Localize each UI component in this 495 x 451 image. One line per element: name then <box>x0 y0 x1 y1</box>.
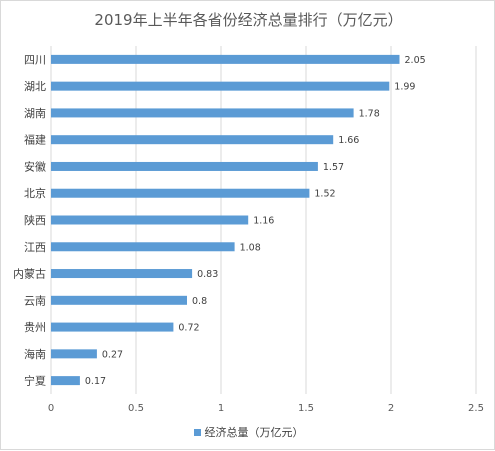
data-label: 0.17 <box>85 376 106 387</box>
category-label: 贵州 <box>24 321 46 334</box>
data-label: 1.57 <box>323 162 344 173</box>
data-label: 1.99 <box>394 82 415 93</box>
bar <box>51 135 334 145</box>
data-label: 2.05 <box>405 55 426 66</box>
chart-title: 2019年上半年各省份经济总量排行（万亿元） <box>94 11 403 29</box>
category-label: 福建 <box>24 133 46 147</box>
category-label: 北京 <box>24 186 46 200</box>
bar <box>51 322 174 332</box>
x-tick-label: 2.5 <box>468 403 484 414</box>
category-label: 湖南 <box>24 107 46 120</box>
data-label: 0.8 <box>192 296 207 307</box>
x-tick-label: 0.5 <box>128 403 144 414</box>
category-label: 四川 <box>24 53 46 66</box>
category-label: 江西 <box>24 241 46 254</box>
bar <box>51 188 310 198</box>
legend-swatch <box>193 429 201 436</box>
legend-label: 经济总量（万亿元） <box>204 426 304 439</box>
bar <box>51 54 400 64</box>
category-label: 陕西 <box>24 213 46 227</box>
data-label: 1.08 <box>240 242 261 253</box>
category-label: 安徽 <box>24 159 46 173</box>
bar <box>51 295 187 305</box>
data-label: 0.83 <box>197 269 218 280</box>
data-label: 1.78 <box>359 108 380 119</box>
category-label: 云南 <box>24 294 46 307</box>
data-label: 1.66 <box>338 135 359 146</box>
legend: 经济总量（万亿元） <box>1 424 495 440</box>
bar <box>51 349 97 359</box>
category-label: 湖北 <box>24 80 46 93</box>
bar <box>51 108 354 118</box>
x-tick-label: 2 <box>388 403 394 414</box>
data-label: 0.72 <box>178 323 199 334</box>
category-label: 内蒙古 <box>13 267 46 281</box>
data-label: 1.52 <box>314 189 335 200</box>
bar <box>51 376 80 386</box>
data-label: 1.16 <box>253 216 274 227</box>
bar <box>51 269 193 279</box>
category-label: 宁夏 <box>24 374 46 388</box>
bar <box>51 215 249 225</box>
data-label: 0.27 <box>102 349 123 360</box>
bar <box>51 81 390 91</box>
x-tick-label: 0 <box>48 403 54 414</box>
x-tick-label: 1.5 <box>298 403 314 414</box>
category-label: 海南 <box>24 347 46 361</box>
x-tick-label: 1 <box>218 403 224 414</box>
bar <box>51 161 318 171</box>
bar <box>51 242 235 252</box>
